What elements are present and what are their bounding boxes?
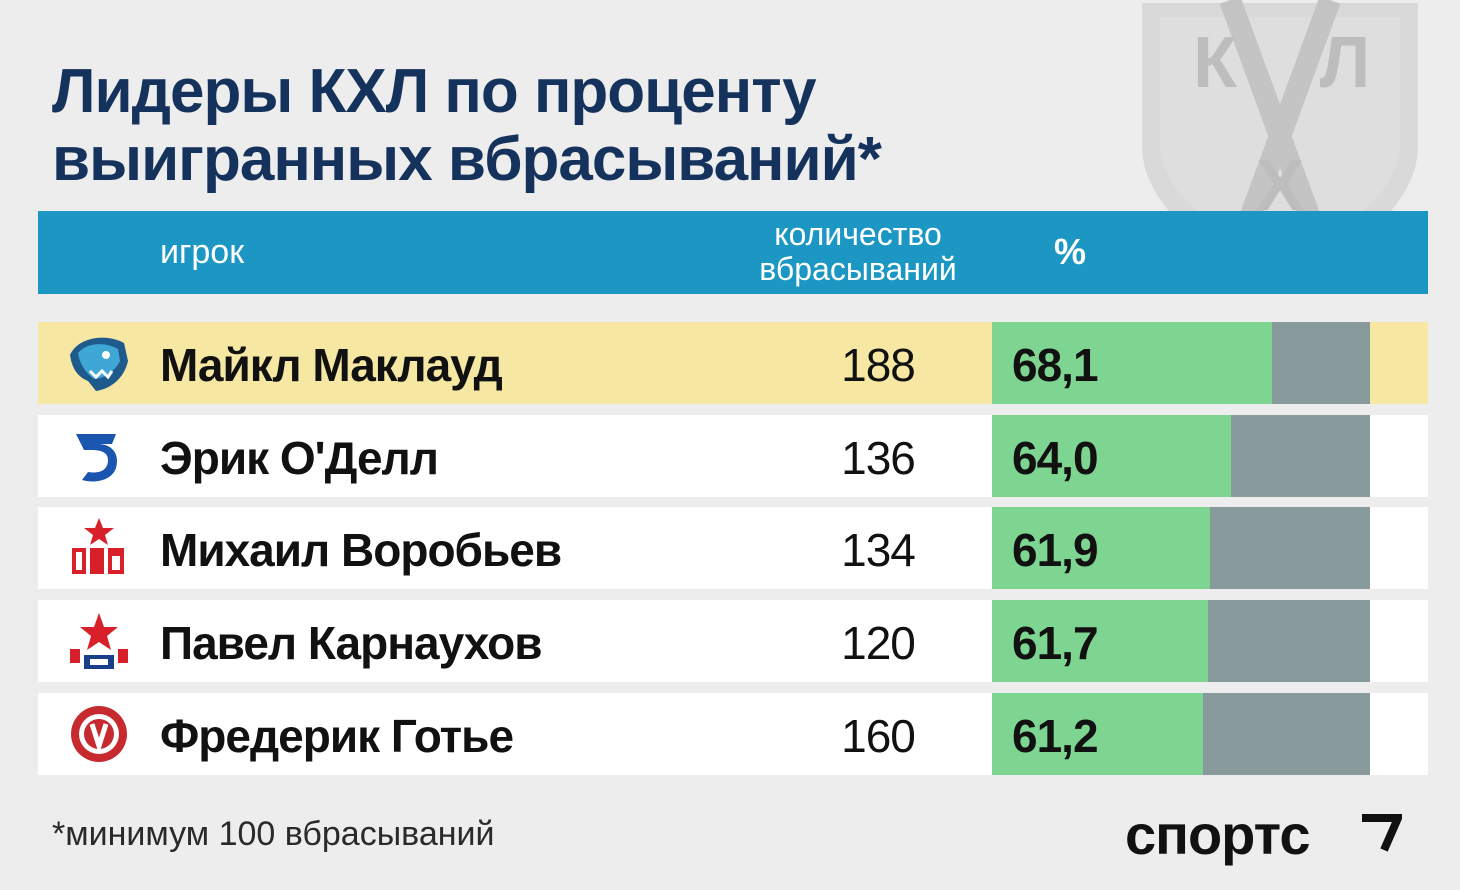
- watermark-letter-l: Л: [1320, 23, 1371, 103]
- pct-bar-track: 61,2: [992, 693, 1370, 775]
- khl-watermark-logo: К Л Х: [1142, 0, 1418, 280]
- column-header-count-line-2: вбрасываний: [759, 251, 957, 287]
- ska-logo: [72, 518, 124, 574]
- column-header-pct: %: [1054, 231, 1087, 272]
- faceoff-count: 188: [841, 339, 916, 391]
- watermark-letter-k: К: [1193, 23, 1238, 103]
- table-row: Михаил Воробьев 134 61,9: [38, 507, 1428, 589]
- pct-bar-track: 61,7: [992, 600, 1370, 682]
- pct-bar-track: 64,0: [992, 415, 1370, 497]
- faceoff-count: 120: [841, 617, 916, 669]
- pct-bar-track: 61,9: [992, 507, 1370, 589]
- footnote: *минимум 100 вбрасываний: [52, 815, 495, 853]
- pct-value: 68,1: [1012, 339, 1099, 391]
- faceoff-count: 136: [841, 432, 916, 484]
- column-header-count-line-1: количество: [774, 216, 942, 252]
- pct-bar-fill: [992, 600, 1208, 682]
- bars-leopard-logo: [70, 337, 128, 391]
- pct-value: 64,0: [1012, 432, 1099, 484]
- column-header-player: игрок: [160, 233, 245, 271]
- table-header: игрок количество вбрасываний %: [38, 211, 1428, 294]
- player-name: Эрик О'Делл: [160, 432, 439, 484]
- player-name: Майкл Маклауд: [160, 339, 503, 391]
- vityaz-logo: [71, 706, 127, 762]
- pct-bar-fill: [992, 415, 1231, 497]
- faceoff-count: 134: [841, 524, 916, 576]
- dynamo-logo: [76, 434, 118, 482]
- brand-logo: спортс: [1125, 803, 1310, 866]
- table-row: Фредерик Готье 160 61,2: [38, 693, 1428, 775]
- pct-value: 61,7: [1012, 617, 1099, 669]
- column-header-count: количество вбрасываний: [738, 217, 978, 287]
- table-row: Эрик О'Делл 136 64,0: [38, 415, 1428, 497]
- pct-bar-fill: [992, 693, 1203, 775]
- title-line-2: выигранных вбрасываний*: [52, 125, 882, 194]
- pct-bar-fill: [992, 322, 1272, 404]
- player-name: Михаил Воробьев: [160, 524, 562, 576]
- cska-logo: [70, 613, 128, 669]
- pct-value: 61,9: [1012, 524, 1099, 576]
- player-name: Павел Карнаухов: [160, 617, 543, 669]
- pct-value: 61,2: [1012, 710, 1099, 762]
- table-row: Павел Карнаухов 120 61,7: [38, 600, 1428, 682]
- player-name: Фредерик Готье: [160, 710, 514, 762]
- page-title: Лидеры КХЛ по проценту выигранных вбрасы…: [52, 57, 882, 194]
- faceoff-count: 160: [841, 710, 916, 762]
- pct-bar-track: 68,1: [992, 322, 1370, 404]
- pct-bar-fill: [992, 507, 1210, 589]
- table-row: Майкл Маклауд 188 68,1: [38, 322, 1428, 404]
- title-line-1: Лидеры КХЛ по проценту: [52, 57, 817, 126]
- arrow-icon: [1362, 814, 1402, 852]
